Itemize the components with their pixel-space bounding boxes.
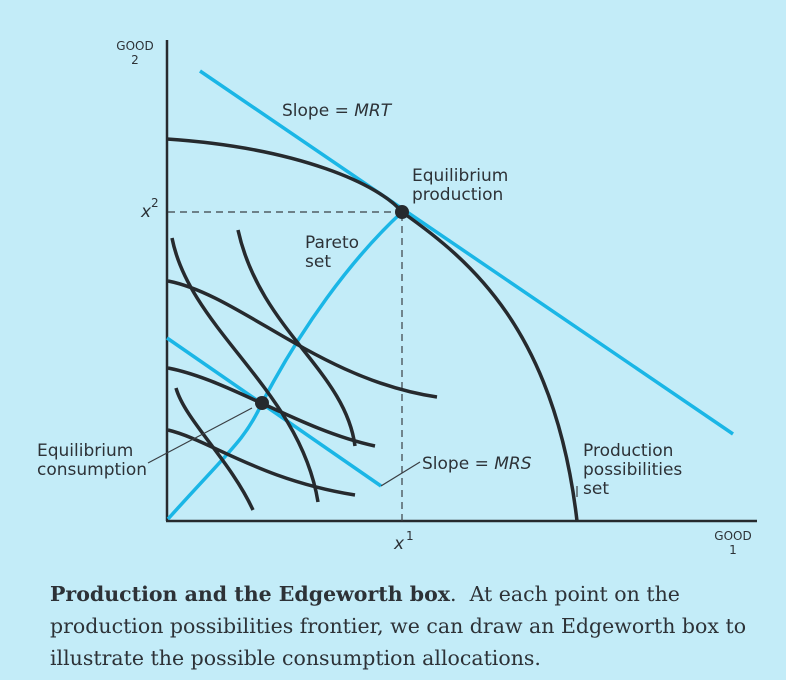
- pps-label-line2: possibilities: [583, 460, 682, 480]
- pareto-label-line1: Pareto: [305, 233, 359, 253]
- eq-consumption-leader: [147, 407, 253, 464]
- indifference-curve-a1: [167, 428, 356, 497]
- figure-caption: Production and the Edgeworth box. At eac…: [50, 578, 770, 674]
- x-axis-label-line1: GOOD: [714, 529, 751, 543]
- x-tick-label: x: [393, 534, 405, 554]
- mrt-slope-line: [199, 69, 734, 436]
- pps-label-line3: set: [583, 479, 609, 499]
- eq-consumption-label-line2: consumption: [37, 460, 147, 480]
- caption-title-end: .: [450, 582, 457, 606]
- caption-body: At each point on the production possibil…: [50, 582, 747, 670]
- eq-production-label-line1: Equilibrium: [412, 166, 508, 186]
- x-tick-sup: 1: [406, 529, 414, 543]
- caption-title: Production and the Edgeworth box: [50, 582, 450, 606]
- pareto-label-line2: set: [305, 252, 331, 272]
- edgeworth-diagram: GOOD 2 GOOD 1 x 2 x 1 Slope = MRT Equili…: [37, 39, 757, 557]
- eq-consumption-label-line1: Equilibrium: [37, 441, 133, 461]
- y-tick-label: x: [140, 202, 152, 222]
- indifference-curve-b3: [236, 229, 357, 447]
- equilibrium-production-point: [395, 205, 409, 219]
- eq-production-label-line2: production: [412, 185, 503, 205]
- indifference-curve-b2: [170, 237, 320, 503]
- mrs-slope-line: [166, 336, 382, 488]
- pareto-set-curve: [166, 210, 404, 521]
- y-tick-sup: 2: [151, 196, 159, 210]
- indifference-curve-b1: [174, 387, 255, 511]
- mrs-leader: [380, 461, 421, 487]
- equilibrium-consumption-point: [255, 396, 269, 410]
- pps-label-line1: Production: [583, 441, 673, 461]
- mrt-label: Slope = MRT: [282, 101, 393, 121]
- mrs-label: Slope = MRS: [422, 454, 532, 474]
- indifference-curve-a3: [167, 279, 438, 399]
- y-axis-label-line2: 2: [131, 53, 139, 67]
- y-axis-label-line1: GOOD: [116, 39, 153, 53]
- x-axis-label-line2: 1: [729, 543, 737, 557]
